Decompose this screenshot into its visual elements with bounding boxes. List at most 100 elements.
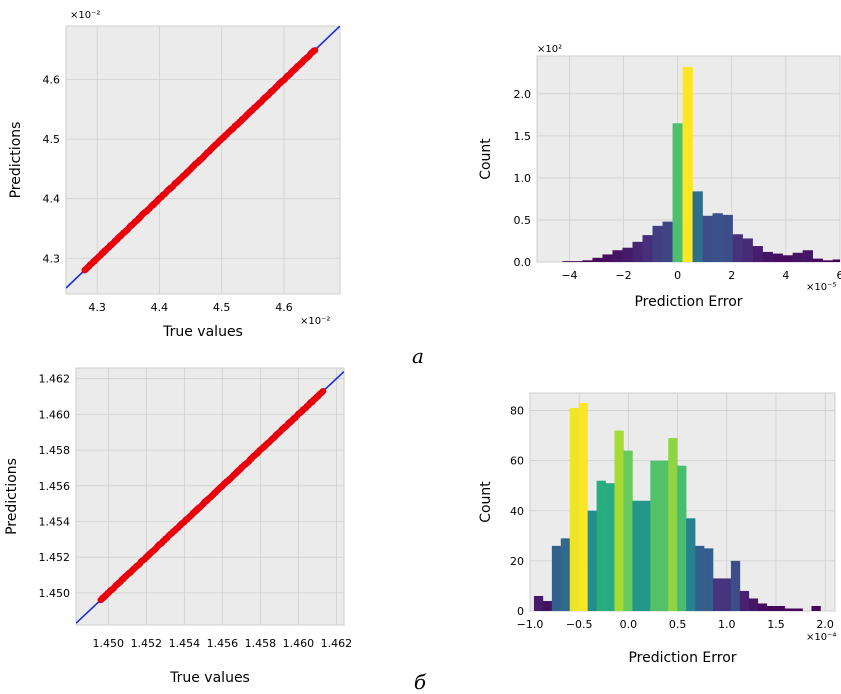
y-tick-label: 4.6 <box>43 74 61 87</box>
histogram-bar <box>682 66 693 262</box>
histogram-bar <box>713 578 723 611</box>
histogram-bar <box>702 215 713 262</box>
x-tick-label: 6 <box>837 269 841 282</box>
data-point <box>319 388 327 395</box>
y-axis-title: Predictions <box>8 122 24 199</box>
y-tick-label: 40 <box>510 505 524 518</box>
histogram-bar <box>802 250 813 262</box>
y-axis-title: Predictions <box>4 458 20 535</box>
histogram-bar <box>596 480 606 611</box>
histogram-bar <box>782 255 793 262</box>
histogram-bar <box>642 235 653 262</box>
x-axis-title: True values <box>169 670 250 686</box>
y-axis-title: Count <box>478 481 494 523</box>
histogram-bar <box>652 225 663 262</box>
x-tick-label: 1.460 <box>283 637 315 650</box>
histogram-bar <box>822 260 833 262</box>
x-tick-label: 4.4 <box>151 301 169 314</box>
histogram-bar <box>632 241 643 262</box>
histogram-bar <box>742 238 753 262</box>
histogram-bar <box>668 438 678 611</box>
histogram-bar <box>622 247 633 262</box>
histogram-bar <box>659 460 669 611</box>
data-point <box>311 47 319 54</box>
histogram-bar <box>695 545 705 611</box>
y-tick-label: 4.5 <box>43 133 61 146</box>
y-tick-label: 1.452 <box>39 551 71 564</box>
x-tick-label: 2.0 <box>816 618 834 631</box>
histogram-bar <box>623 450 633 611</box>
histogram-bar <box>762 251 773 262</box>
y-tick-label: 1.450 <box>39 587 71 600</box>
y-axis-title: Count <box>478 138 494 180</box>
histogram-bar <box>811 605 821 611</box>
x-tick-label: 4.6 <box>275 301 293 314</box>
x-tick-label: 1.458 <box>245 637 277 650</box>
histogram-bar <box>542 600 553 611</box>
histogram-bar <box>551 545 562 611</box>
y-tick-label: 4.4 <box>43 193 61 206</box>
y-exponent-label: ×10² <box>537 44 562 55</box>
x-tick-label: 1.5 <box>767 618 785 631</box>
x-tick-label: −2 <box>615 269 631 282</box>
plot-content <box>533 403 821 611</box>
histogram-bar <box>692 191 703 262</box>
x-tick-label: 4 <box>782 269 789 282</box>
histogram-bar <box>533 595 544 611</box>
x-tick-label: 0.0 <box>620 618 638 631</box>
x-tick-label: 1.0 <box>718 618 736 631</box>
y-tick-label: 1.456 <box>39 480 71 493</box>
histogram-bar <box>757 603 768 611</box>
x-tick-label: −1.0 <box>517 618 544 631</box>
histogram-bar <box>662 221 673 262</box>
histogram-bar <box>560 538 571 611</box>
histogram-bar <box>721 578 732 611</box>
histogram-bar <box>572 261 583 262</box>
histogram-bar <box>578 403 588 611</box>
histogram-bar <box>605 483 615 611</box>
histogram-bar <box>752 246 763 262</box>
histogram-bar <box>582 260 593 262</box>
x-exponent-label: ×10⁻² <box>300 316 330 327</box>
histogram-bar <box>704 548 714 611</box>
histogram-bar <box>677 465 687 611</box>
x-tick-label: 0 <box>674 269 681 282</box>
x-axis-title: True values <box>162 324 243 340</box>
plot-content <box>562 66 840 262</box>
x-axis-title: Prediction Error <box>628 650 736 666</box>
histogram-bar <box>766 605 776 611</box>
y-tick-label: 1.458 <box>39 444 71 457</box>
y-tick-label: 20 <box>510 555 524 568</box>
y-tick-label: 1.460 <box>39 408 71 421</box>
x-exponent-label: ×10⁻⁵ <box>806 282 836 293</box>
histogram-bar <box>587 510 597 611</box>
histogram-bar <box>614 430 624 611</box>
histogram-bar <box>562 261 573 262</box>
y-tick-label: 0.0 <box>514 256 532 269</box>
histogram-bar <box>784 608 794 611</box>
x-tick-label: 1.450 <box>93 637 125 650</box>
x-tick-label: −0.5 <box>566 618 593 631</box>
histogram-bar <box>641 500 651 611</box>
y-tick-label: 1.5 <box>514 130 532 143</box>
x-axis-title: Prediction Error <box>634 294 742 310</box>
x-tick-label: 4.3 <box>88 301 106 314</box>
x-tick-label: 0.5 <box>669 618 687 631</box>
plot-content <box>76 370 344 624</box>
y-tick-label: 1.0 <box>514 172 532 185</box>
histogram-bar <box>672 123 683 262</box>
x-exponent-label: ×10⁻⁴ <box>806 632 836 643</box>
histogram-bar <box>832 259 840 262</box>
histogram-bar <box>748 598 759 611</box>
histogram-bar <box>730 560 741 611</box>
plot-content <box>66 26 340 289</box>
y-tick-label: 1.454 <box>39 515 71 528</box>
histogram-bar <box>722 214 733 262</box>
y-tick-label: 0.5 <box>514 214 532 227</box>
x-tick-label: 1.456 <box>207 637 239 650</box>
x-tick-label: 2 <box>728 269 735 282</box>
y-tick-label: 4.3 <box>43 252 61 265</box>
histogram-bar <box>739 590 750 611</box>
y-tick-label: 0 <box>517 605 524 618</box>
